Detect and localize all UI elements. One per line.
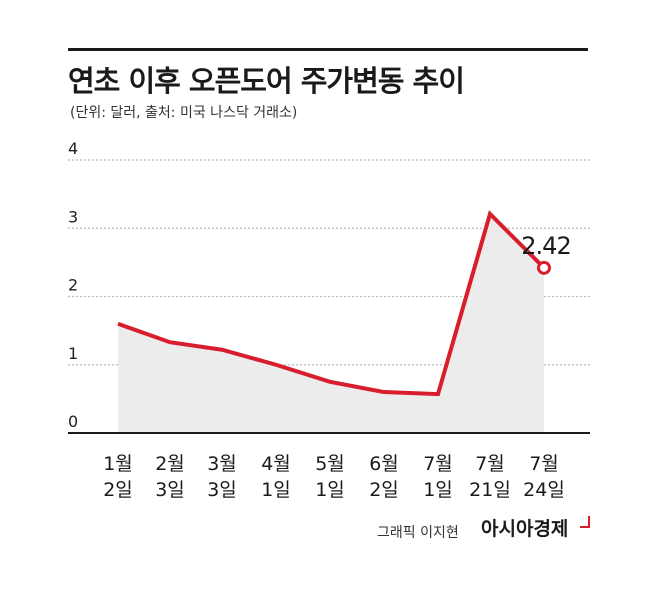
x-tick-label: 3일 [155, 479, 185, 501]
x-tick-label: 21일 [469, 479, 511, 501]
y-tick-label: 3 [68, 207, 78, 226]
x-tick-label: 2월 [155, 453, 185, 475]
series-area [118, 213, 544, 433]
x-tick-label: 7월 [475, 453, 505, 475]
y-tick-label: 2 [68, 276, 78, 295]
y-tick-label: 4 [68, 139, 78, 158]
brand-mark-icon [580, 516, 590, 528]
last-data-point [537, 260, 551, 275]
x-tick-label: 3월 [207, 453, 237, 475]
x-tick-label: 7월 [423, 453, 453, 475]
y-tick-label: 1 [68, 344, 78, 363]
x-tick-label: 24일 [523, 479, 565, 501]
x-tick-label: 2일 [103, 479, 133, 501]
value-annotation: 2.42 [521, 232, 570, 260]
x-tick-label: 1일 [315, 479, 345, 501]
title-rule [68, 48, 588, 51]
x-tick-label: 1일 [423, 479, 453, 501]
x-tick-label: 6월 [369, 453, 399, 475]
chart-title: 연초 이후 오픈도어 주가변동 추이 [68, 64, 465, 98]
x-tick-label: 1월 [103, 453, 133, 475]
x-tick-label: 3일 [207, 479, 237, 501]
x-tick-label: 5월 [315, 453, 345, 475]
chart-subtitle: (단위: 달러, 출처: 미국 나스닥 거래소) [70, 105, 298, 121]
brand-logo: 아시아경제 [481, 518, 569, 540]
graphic-credit: 그래픽 이지현 [377, 525, 459, 541]
x-tick-label: 7월 [529, 453, 559, 475]
x-tick-label: 4월 [261, 453, 291, 475]
x-tick-label: 2일 [369, 479, 399, 501]
y-tick-label: 0 [68, 412, 78, 431]
x-tick-label: 1일 [261, 479, 291, 501]
